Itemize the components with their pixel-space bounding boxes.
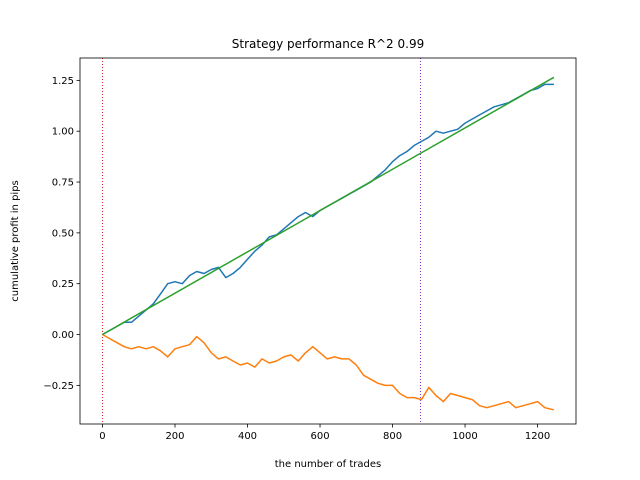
y-axis-title: cumulative profit in pips xyxy=(10,180,21,302)
y-tick-label: −0.25 xyxy=(43,381,74,392)
y-tick-label: 0.75 xyxy=(52,178,74,189)
y-axis: −0.25 0.00 0.25 0.50 0.75 1.00 1.25 xyxy=(43,76,80,392)
y-tick-label: 1.00 xyxy=(52,127,74,138)
series-line-1 xyxy=(102,333,555,411)
y-tick-label: 0.00 xyxy=(52,330,74,341)
plot-frame xyxy=(79,57,577,425)
series-line-2 xyxy=(102,76,555,336)
y-tick-label: 0.50 xyxy=(52,228,74,239)
x-tick-label: 0 xyxy=(99,431,105,442)
chart-title: Strategy performance R^2 0.99 xyxy=(232,37,424,51)
x-tick-label: 400 xyxy=(238,431,257,442)
plot-area xyxy=(101,58,555,424)
x-axis: 0 200 400 600 800 1000 1200 xyxy=(99,424,550,442)
x-axis-title: the number of trades xyxy=(275,459,381,470)
x-tick-label: 600 xyxy=(310,431,329,442)
y-tick-label: 1.25 xyxy=(52,76,74,87)
y-tick-label: 0.25 xyxy=(52,279,74,290)
x-tick-label: 1200 xyxy=(525,431,550,442)
series-line-0 xyxy=(102,83,554,336)
x-tick-label: 800 xyxy=(383,431,402,442)
x-tick-label: 1000 xyxy=(452,431,477,442)
x-tick-label: 200 xyxy=(165,431,184,442)
